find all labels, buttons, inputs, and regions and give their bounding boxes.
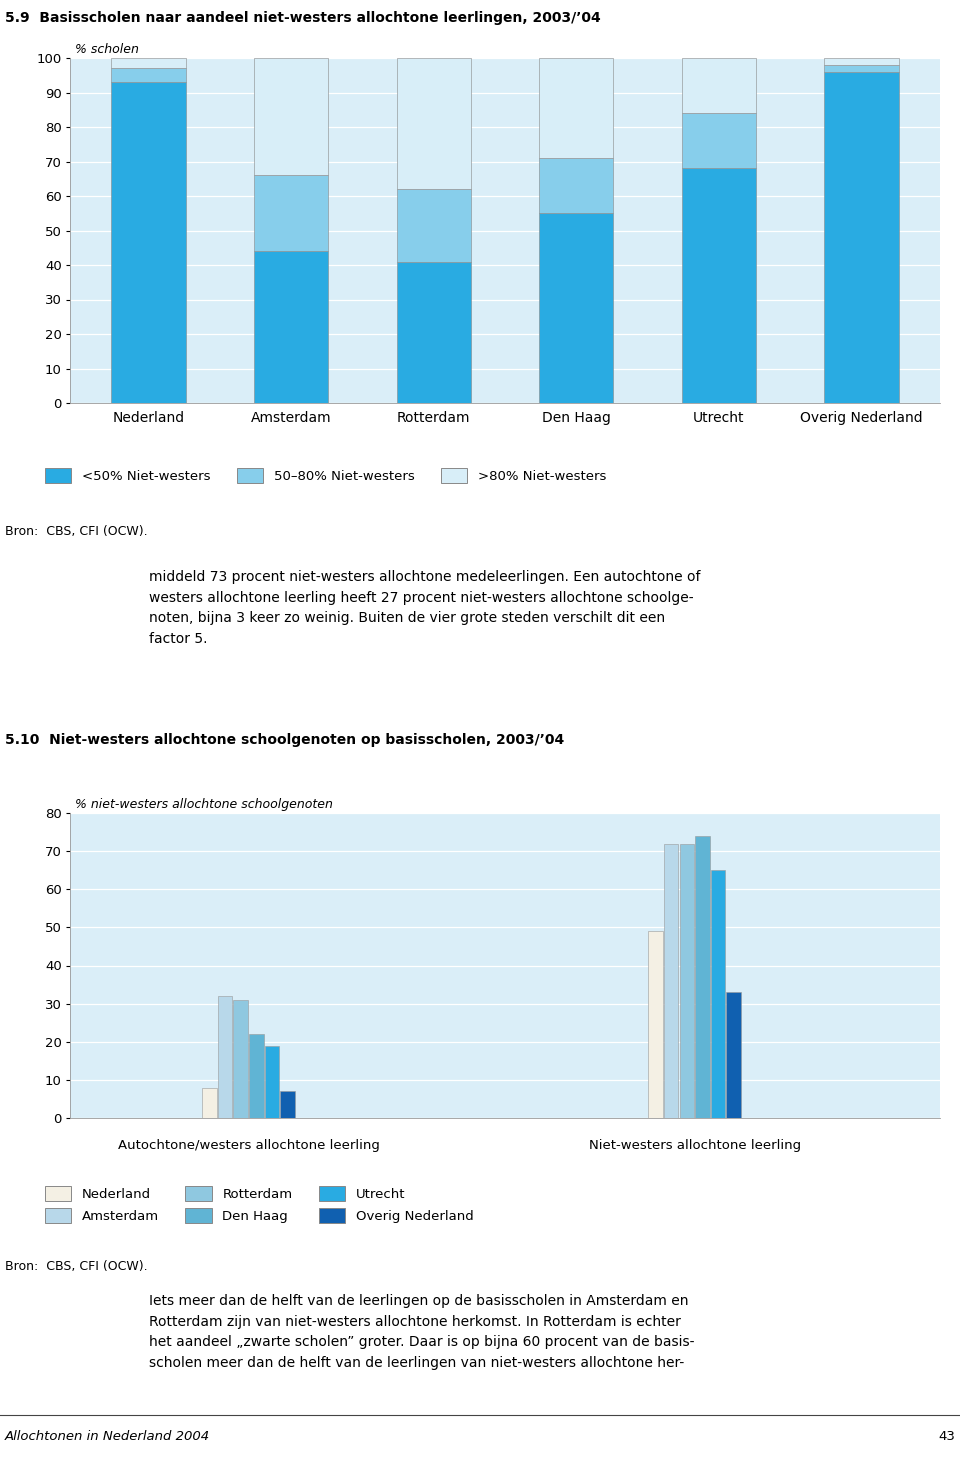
Text: Bron:  CBS, CFI (OCW).: Bron: CBS, CFI (OCW). <box>5 1260 148 1273</box>
Text: % niet-westers allochtone schoolgenoten: % niet-westers allochtone schoolgenoten <box>75 798 333 811</box>
Legend: <50% Niet-westers, 50–80% Niet-westers, >80% Niet-westers: <50% Niet-westers, 50–80% Niet-westers, … <box>45 468 606 483</box>
Legend: Nederland, Amsterdam, Rotterdam, Den Haag, Utrecht, Overig Nederland: Nederland, Amsterdam, Rotterdam, Den Haa… <box>45 1187 473 1223</box>
Bar <box>680 844 694 1118</box>
Bar <box>540 158 613 213</box>
Bar <box>682 113 756 169</box>
Bar <box>254 59 328 175</box>
Bar <box>664 844 679 1118</box>
Text: Bron:  CBS, CFI (OCW).: Bron: CBS, CFI (OCW). <box>5 525 148 538</box>
Bar <box>396 59 470 189</box>
Bar <box>254 251 328 403</box>
Text: Autochtone/westers allochtone leerling: Autochtone/westers allochtone leerling <box>117 1140 379 1153</box>
Bar <box>280 1091 295 1118</box>
Bar <box>111 82 185 403</box>
Text: 5.10  Niet-westers allochtone schoolgenoten op basisscholen, 2003/’04: 5.10 Niet-westers allochtone schoolgenot… <box>5 734 564 747</box>
Text: Niet-westers allochtone leerling: Niet-westers allochtone leerling <box>588 1140 801 1153</box>
Bar <box>111 69 185 82</box>
Bar <box>825 65 899 72</box>
Bar <box>825 59 899 65</box>
Bar <box>396 189 470 261</box>
Bar <box>111 59 185 69</box>
Bar <box>233 1000 248 1118</box>
Bar <box>648 932 662 1118</box>
Text: middeld 73 procent niet-westers allochtone medeleerlingen. Een autochtone of
wes: middeld 73 procent niet-westers allochto… <box>149 571 700 645</box>
Bar <box>254 175 328 251</box>
Bar <box>396 261 470 403</box>
Bar <box>682 59 756 113</box>
Text: Iets meer dan de helft van de leerlingen op de basisscholen in Amsterdam en
Rott: Iets meer dan de helft van de leerlingen… <box>149 1294 694 1370</box>
Bar <box>218 996 232 1118</box>
Text: Allochtonen in Nederland 2004: Allochtonen in Nederland 2004 <box>5 1430 210 1444</box>
Bar <box>695 836 709 1118</box>
Bar <box>203 1087 217 1118</box>
Text: 43: 43 <box>938 1430 955 1444</box>
Bar <box>265 1046 279 1118</box>
Text: 5.9  Basisscholen naar aandeel niet-westers allochtone leerlingen, 2003/’04: 5.9 Basisscholen naar aandeel niet-weste… <box>5 10 601 25</box>
Bar <box>710 870 726 1118</box>
Bar <box>249 1034 263 1118</box>
Bar <box>540 213 613 403</box>
Bar <box>540 59 613 158</box>
Text: % scholen: % scholen <box>75 43 139 56</box>
Bar <box>727 992 741 1118</box>
Bar <box>825 72 899 403</box>
Bar <box>682 169 756 403</box>
